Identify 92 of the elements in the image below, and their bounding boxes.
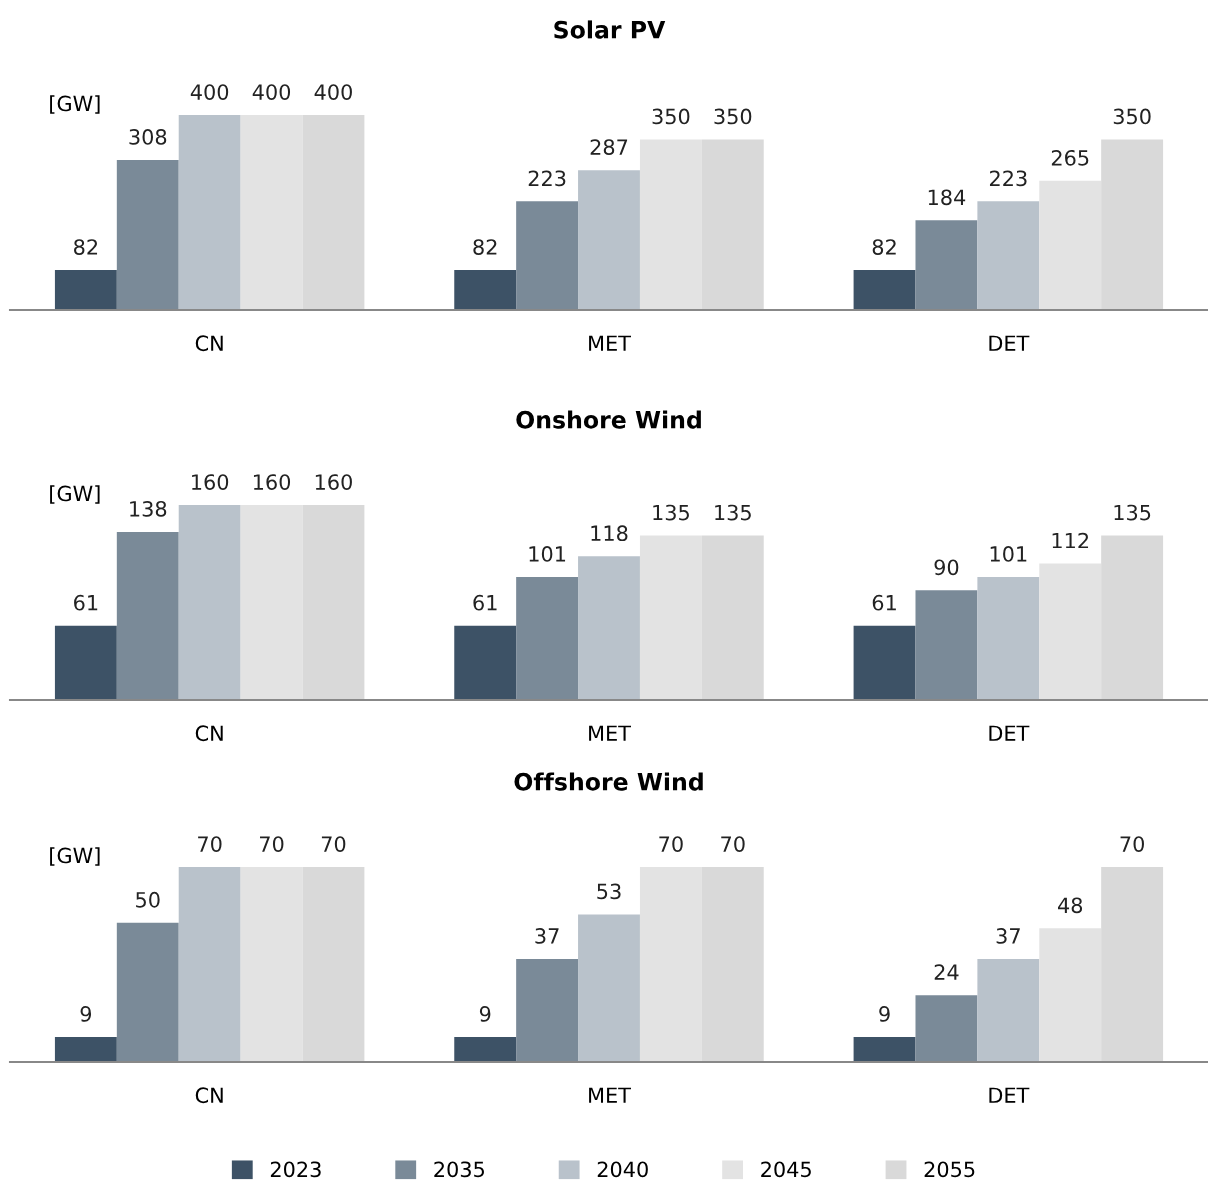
data-label: 24: [934, 964, 959, 980]
chart-title: Onshore Wind: [516, 410, 701, 429]
x-tick-label: MET: [589, 335, 631, 351]
bar: [977, 958, 1040, 1062]
legend-label: 2055: [924, 1161, 975, 1178]
bar: [178, 505, 241, 700]
bar: [454, 270, 517, 310]
x-tick-label: CN: [195, 1087, 223, 1104]
data-label: 400: [252, 84, 291, 100]
data-label: 308: [129, 129, 167, 145]
data-label: 53: [597, 883, 621, 900]
data-label: 160: [315, 474, 352, 490]
data-label: 82: [872, 239, 896, 255]
data-label: 37: [996, 928, 1020, 944]
data-label: 70: [198, 836, 222, 852]
bar: [454, 625, 517, 700]
bar: [853, 270, 916, 310]
data-label: 70: [659, 836, 683, 852]
bar: [116, 531, 179, 700]
data-label: 9: [80, 1006, 92, 1022]
bar: [54, 270, 117, 310]
bar: [915, 590, 978, 700]
bar: [516, 576, 579, 700]
data-label: 400: [314, 84, 352, 100]
data-label: 70: [321, 836, 346, 852]
data-label: 70: [260, 836, 284, 852]
data-label: 350: [652, 108, 690, 125]
data-label: 101: [990, 546, 1027, 562]
data-label: 160: [192, 474, 229, 490]
y-axis-title: [GW]: [50, 847, 100, 866]
data-label: 287: [590, 139, 628, 155]
data-label: 160: [253, 474, 291, 490]
x-tick-label: DET: [989, 335, 1030, 351]
data-label: 61: [872, 594, 896, 611]
bar: [54, 625, 117, 700]
data-label: 135: [1114, 504, 1151, 521]
bar: [116, 922, 179, 1062]
bar: [178, 867, 241, 1062]
y-axis-title: [GW]: [50, 95, 100, 114]
data-label: 61: [74, 594, 98, 611]
data-label: 118: [591, 525, 628, 542]
x-tick-label: MET: [589, 1087, 631, 1103]
data-label: 9: [879, 1006, 890, 1022]
x-tick-label: DET: [989, 725, 1030, 741]
data-label: 50: [136, 891, 160, 908]
data-label: 265: [1051, 149, 1089, 166]
legend-label: 2045: [761, 1161, 811, 1178]
bar: [915, 220, 978, 310]
bar: [578, 914, 640, 1062]
bar: [516, 958, 579, 1062]
data-label: 184: [928, 189, 966, 206]
data-label: 82: [473, 239, 497, 255]
bar: [116, 159, 179, 310]
x-tick-label: CN: [195, 335, 223, 352]
bar: [454, 1036, 517, 1062]
bar: [977, 201, 1040, 310]
data-label: 101: [529, 546, 566, 562]
legend-label: 2040: [597, 1161, 648, 1178]
data-label: 48: [1057, 897, 1083, 914]
data-label: 82: [74, 239, 98, 255]
data-label: 70: [721, 836, 745, 852]
y-axis-title: [GW]: [50, 485, 100, 504]
bar: [178, 115, 241, 310]
data-label: 350: [1113, 108, 1151, 125]
data-label: 135: [715, 504, 751, 521]
data-label: 112: [1052, 532, 1089, 549]
bar: [54, 1036, 117, 1062]
legend-label: 2023: [270, 1161, 321, 1178]
data-label: 223: [528, 170, 566, 187]
legend-label: 2035: [434, 1161, 484, 1178]
x-tick-label: DET: [989, 1087, 1030, 1103]
data-label: 350: [714, 108, 752, 125]
x-tick-label: CN: [195, 725, 223, 742]
data-label: 61: [473, 594, 497, 611]
chart-title: Solar PV: [554, 20, 666, 39]
data-label: 135: [653, 504, 689, 521]
data-label: 138: [130, 500, 167, 517]
data-label: 90: [934, 559, 959, 576]
data-label: 37: [535, 928, 559, 944]
bar: [915, 995, 978, 1062]
data-label: 70: [1120, 836, 1144, 852]
bar: [578, 556, 640, 700]
chart-title: Offshore Wind: [514, 772, 703, 791]
data-label: 9: [479, 1006, 491, 1022]
x-tick-label: MET: [589, 725, 631, 741]
bar: [578, 170, 640, 310]
data-label: 223: [989, 170, 1027, 187]
bar: [977, 576, 1040, 700]
bar: [516, 201, 579, 310]
bar: [853, 625, 916, 700]
bar: [853, 1036, 916, 1062]
data-label: 400: [190, 84, 229, 100]
